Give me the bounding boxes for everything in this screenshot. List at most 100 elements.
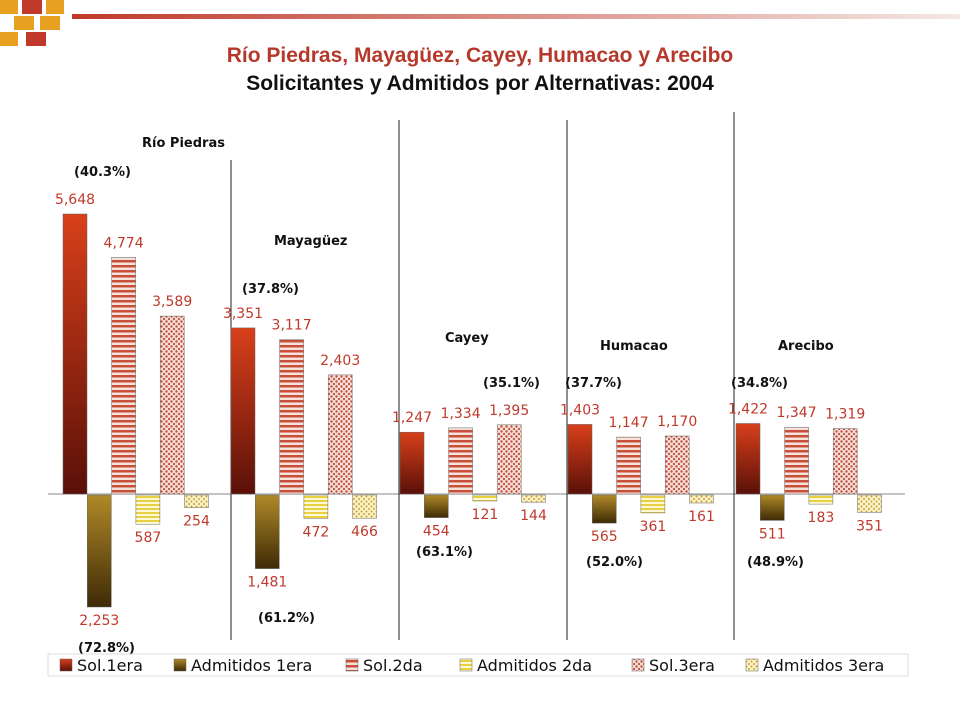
deco-square (26, 32, 46, 46)
bar (159, 315, 185, 495)
bar-value-label: 361 (640, 519, 667, 535)
bar-value-label: 3,351 (223, 306, 263, 322)
bar (135, 494, 161, 525)
deco-square (22, 0, 42, 14)
legend-label: Sol.3era (649, 656, 715, 675)
bar (184, 494, 209, 508)
bar-value-label: 3,117 (272, 318, 312, 334)
percent-bottom-label: (48.9%) (747, 555, 804, 570)
decorative-header-squares (0, 0, 960, 46)
bar-value-label: 2,253 (79, 613, 119, 629)
bar-value-label: 1,334 (441, 406, 481, 422)
deco-square (46, 0, 64, 14)
bar (784, 426, 809, 495)
bar-value-label: 144 (520, 508, 547, 524)
bar (472, 494, 498, 502)
bar (832, 428, 858, 495)
percent-bottom-label: (61.2%) (258, 611, 315, 626)
bar (592, 494, 617, 524)
percent-bottom-label: (72.8%) (78, 641, 135, 656)
bar (689, 494, 714, 504)
legend: Sol.1era Admitidos 1era Sol.2da Admitidos 2… (47, 653, 909, 677)
bar (808, 494, 834, 505)
bar-value-label: 472 (303, 525, 330, 541)
bar (567, 424, 593, 495)
legend-swatch (173, 658, 187, 672)
bar-value-label: 2,403 (320, 353, 360, 369)
bar-value-label: 1,247 (392, 410, 432, 426)
bar (664, 435, 690, 495)
group-label: Cayey (445, 331, 489, 346)
legend-label: Sol.2da (363, 656, 423, 675)
legend-swatch (345, 658, 359, 672)
group-label: Río Piedras (142, 136, 225, 151)
bar (735, 423, 761, 495)
legend-label: Admitidos 2da (477, 656, 592, 675)
bar-value-label: 3,589 (152, 294, 192, 310)
bar (230, 327, 256, 495)
legend-swatch (459, 658, 473, 672)
deco-square (0, 32, 18, 46)
legend-label: Admitidos 3era (763, 656, 884, 675)
chart-subtitle: Solicitantes y Admitidos por Alternativa… (246, 72, 714, 95)
deco-band (72, 14, 960, 19)
bar-value-label: 587 (135, 530, 162, 546)
chart-title: Río Piedras, Mayagüez, Cayey, Humacao y … (226, 44, 734, 67)
percent-bottom-label: (63.1%) (416, 545, 473, 560)
bar-value-label: 4,774 (104, 235, 144, 251)
percent-top-label: (35.1%) (483, 376, 540, 391)
legend-label: Sol.1era (77, 656, 143, 675)
deco-square (14, 16, 34, 30)
bar-value-label: 5,648 (55, 192, 95, 208)
bar (303, 494, 329, 519)
bar-value-label: 565 (591, 529, 618, 545)
bar (448, 427, 473, 495)
bar (521, 494, 546, 503)
legend-label: Admitidos 1era (191, 656, 312, 675)
bar (424, 494, 449, 518)
percent-bottom-label: (52.0%) (586, 555, 643, 570)
bar-value-label: 1,395 (489, 403, 529, 419)
bar-value-label: 466 (351, 524, 378, 540)
deco-square (40, 16, 60, 30)
bar-value-label: 183 (808, 510, 835, 526)
bar-value-label: 121 (472, 507, 499, 523)
legend-swatch (745, 658, 759, 672)
percent-top-label: (37.8%) (242, 282, 299, 297)
bar (399, 431, 425, 495)
bar (255, 494, 280, 569)
percent-top-label: (40.3%) (74, 165, 131, 180)
bar-value-label: 161 (688, 509, 715, 525)
bar (857, 494, 882, 513)
bar-value-label: 1,347 (777, 405, 817, 421)
bar-value-label: 511 (759, 526, 786, 542)
legend-frame (47, 653, 909, 677)
bar (327, 374, 353, 495)
bar-value-label: 1,319 (825, 407, 865, 423)
bar (111, 257, 136, 495)
group-label: Arecibo (778, 339, 834, 354)
bar (616, 436, 641, 495)
bar (352, 494, 377, 519)
percent-top-label: (37.7%) (565, 376, 622, 391)
bar-value-label: 351 (856, 518, 883, 534)
bar (87, 494, 112, 608)
bar-value-label: 1,403 (560, 402, 600, 418)
bar-value-label: 1,422 (728, 402, 768, 418)
bar-value-label: 454 (423, 524, 450, 540)
deco-square (0, 0, 18, 14)
group-label: Mayagüez (274, 234, 348, 249)
legend-swatch (631, 658, 645, 672)
bar (62, 213, 88, 495)
group-label: Humacao (600, 339, 668, 354)
bar-value-label: 254 (183, 514, 210, 530)
bar (279, 339, 304, 495)
bar (760, 494, 785, 521)
bar-value-label: 1,170 (657, 414, 697, 430)
bar (640, 494, 666, 514)
percent-top-label: (34.8%) (731, 376, 788, 391)
legend-swatch (59, 658, 73, 672)
bar (496, 424, 522, 495)
bar-value-label: 1,481 (247, 575, 287, 591)
